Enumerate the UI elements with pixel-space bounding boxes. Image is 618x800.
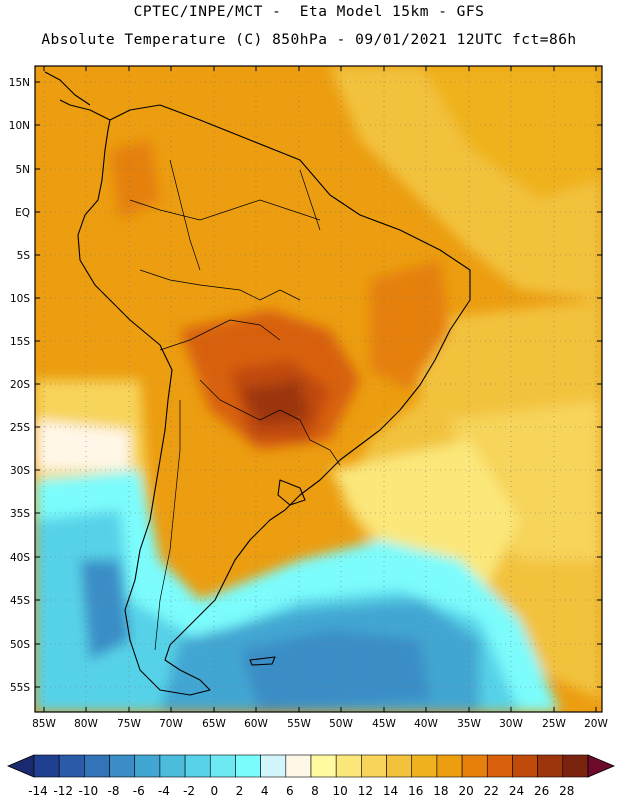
colorbar-swatch: [562, 754, 589, 778]
lat-label: 55S: [10, 682, 30, 694]
colorbar-tick-label: -8: [108, 784, 120, 798]
lon-label: 80W: [74, 718, 98, 730]
colorbar-tick-label: 26: [534, 784, 549, 798]
colorbar-swatch: [486, 754, 513, 778]
colorbar-tick-label: -14: [28, 784, 48, 798]
colorbar-swatch: [537, 754, 564, 778]
colorbar-tick-label: 18: [433, 784, 448, 798]
colorbar-swatch: [361, 754, 387, 778]
colorbar-tick-label: -6: [133, 784, 145, 798]
colorbar-swatch: [512, 754, 538, 778]
colorbar-tick-label: 22: [484, 784, 499, 798]
colorbar-arrow-low: [6, 754, 35, 778]
lon-label: 50W: [329, 718, 353, 730]
lon-label: 25W: [542, 718, 566, 730]
lat-label: 10N: [9, 120, 30, 132]
lon-label: 55W: [287, 718, 311, 730]
longitude-axis: 85W 80W 75W 70W 65W 60W 55W 50W 45W 40W 35W 30W 25W 2…: [32, 66, 608, 730]
colorbar-tick-label: 24: [509, 784, 524, 798]
colorbar-tick-label: 12: [358, 784, 373, 798]
title-line-2: Absolute Temperature (C) 850hPa - 09/01/…: [41, 32, 577, 48]
colorbar: -14 -12 -10 -8 -6 -4 -2 0 2 4 6 8 10 12 14 16 18 20 22 24 26…: [6, 754, 616, 798]
lon-label: 45W: [372, 718, 396, 730]
colorbar-tick-label: 14: [383, 784, 398, 798]
colorbar-tick-label: 0: [210, 784, 218, 798]
lat-label: 5S: [17, 250, 31, 262]
country-borders: [129, 159, 341, 651]
colorbar-tick-label: -2: [183, 784, 195, 798]
colorbar-swatch: [109, 754, 136, 778]
south-america-coastline: [44, 71, 471, 696]
map-frame: [34, 65, 603, 713]
colorbar-swatch: [285, 754, 312, 778]
colorbar-swatch: [461, 754, 488, 778]
lon-label: 60W: [244, 718, 268, 730]
lat-label: 5N: [15, 164, 30, 176]
colorbar-swatch: [134, 754, 161, 778]
colorbar-tick-label: -12: [53, 784, 73, 798]
latitude-axis: 15N 10N 5N EQ 5S 10S 15S 20S 25S 30S 35S 40S 45S 50S 5…: [9, 77, 602, 694]
colorbar-swatch: [33, 754, 60, 778]
colorbar-tick-label: 10: [333, 784, 348, 798]
lon-label: 20W: [584, 718, 608, 730]
lon-label: 85W: [32, 718, 56, 730]
colorbar-swatch: [411, 754, 438, 778]
lon-label: 75W: [117, 718, 141, 730]
lat-label: 35S: [10, 508, 30, 520]
colorbar-tick-label: 8: [311, 784, 319, 798]
lat-label: 30S: [10, 465, 30, 477]
colorbar-swatch: [386, 754, 413, 778]
colorbar-tick-label: 6: [286, 784, 294, 798]
lon-label: 35W: [457, 718, 481, 730]
colorbar-tick-label: -4: [158, 784, 170, 798]
lat-label: EQ: [15, 207, 30, 219]
colorbar-tick-label: 2: [236, 784, 244, 798]
lat-label: 50S: [10, 639, 30, 651]
title-line-1: CPTEC/INPE/MCT - Eta Model 15km - GFS: [133, 4, 485, 20]
colorbar-tick-label: -10: [79, 784, 99, 798]
lat-label: 40S: [10, 552, 30, 564]
colorbar-swatch: [84, 754, 110, 778]
temperature-field: [35, 66, 602, 712]
lat-label: 45S: [10, 595, 30, 607]
lat-label: 15N: [9, 77, 30, 89]
lon-label: 30W: [499, 718, 523, 730]
colorbar-tick-label: 20: [458, 784, 473, 798]
lon-label: 40W: [414, 718, 438, 730]
lat-label: 10S: [10, 293, 30, 305]
colorbar-swatch: [310, 754, 337, 778]
lat-label: 15S: [10, 336, 30, 348]
colorbar-swatch: [335, 754, 362, 778]
lon-label: 65W: [202, 718, 226, 730]
colorbar-swatch: [209, 754, 236, 778]
colorbar-swatch: [235, 754, 261, 778]
lon-label: 70W: [159, 718, 183, 730]
colorbar-swatch: [436, 754, 463, 778]
colorbar-tick-label: 4: [261, 784, 269, 798]
colorbar-swatch: [58, 754, 85, 778]
lat-label: 20S: [10, 379, 30, 391]
colorbar-arrow-high: [587, 754, 616, 778]
colorbar-tick-label: 16: [408, 784, 423, 798]
lat-label: 25S: [10, 422, 30, 434]
colorbar-swatch: [184, 754, 211, 778]
colorbar-swatch: [260, 754, 287, 778]
colorbar-swatch: [159, 754, 186, 778]
colorbar-tick-label: 28: [559, 784, 574, 798]
